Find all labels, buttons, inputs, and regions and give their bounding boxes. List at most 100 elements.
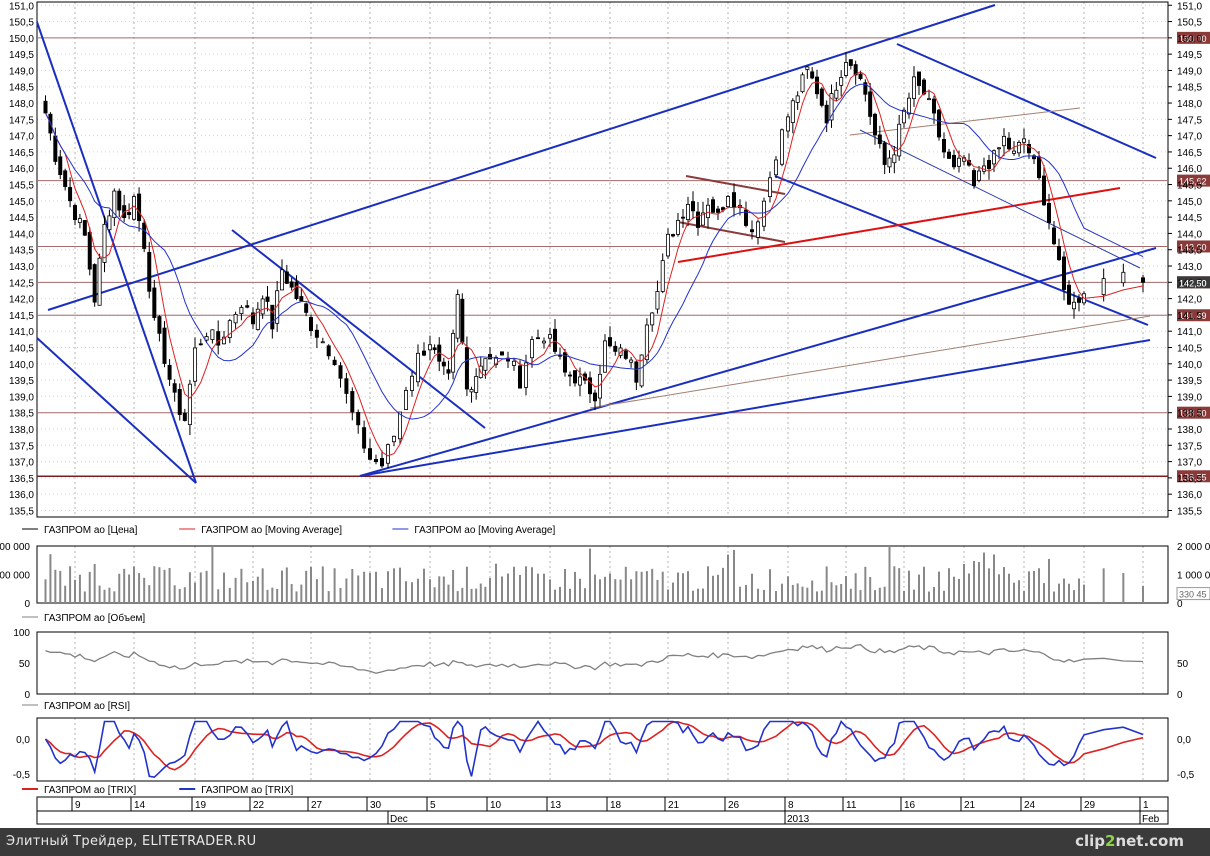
candle-body [221, 336, 226, 345]
volume-bar [635, 571, 638, 603]
candle-body [800, 74, 805, 93]
y-tick-label: 140,0 [1177, 360, 1202, 371]
volume-last-label: 330 45 [1179, 590, 1207, 600]
candle-body [356, 411, 361, 426]
candle-body [483, 358, 488, 371]
volume-bar [405, 581, 407, 603]
x-tick-label: 8 [788, 800, 794, 811]
volume-bar [369, 572, 371, 603]
grid-layer [37, 2, 1168, 781]
y-tick-label-left: 138,5 [9, 409, 34, 420]
volume-bar [579, 578, 581, 603]
candle-body [676, 220, 681, 235]
candle-body [177, 389, 182, 415]
volume-bar [569, 588, 571, 603]
moving-average-slow [45, 83, 1144, 420]
candle-body [1067, 284, 1072, 305]
volume-bar [973, 560, 975, 603]
candle-body [681, 216, 686, 219]
candle-body [524, 362, 529, 388]
candle-body [320, 341, 325, 344]
legend-label: ГАЗПРОМ ао [RSI] [44, 701, 130, 712]
candle-body [474, 376, 479, 393]
logo-part: net.com [1115, 832, 1184, 850]
trend-line [36, 21, 197, 484]
candle-body [77, 218, 82, 223]
x-tick-label: 30 [370, 800, 382, 811]
candle-body [853, 64, 858, 76]
trix-line [44, 719, 1144, 779]
volume-bar [217, 589, 220, 603]
volume-bar [733, 549, 735, 603]
volume-bar [351, 569, 354, 603]
y-tick-label-left: 142,0 [9, 295, 34, 306]
volume-bar [1003, 567, 1005, 603]
trend-line [896, 43, 1157, 159]
volume-bar [874, 590, 876, 603]
y-tick-label: 140,5 [1177, 344, 1202, 355]
y-tick-label-left: 150,0 [9, 34, 34, 45]
volume-bar [148, 585, 151, 603]
candle-body [873, 113, 878, 136]
candle-body [68, 187, 73, 202]
candle-body [87, 232, 92, 270]
volume-bar [998, 574, 1000, 603]
candle-body [1077, 298, 1082, 303]
volume-bar [461, 587, 464, 603]
trend-line [677, 221, 786, 243]
volume-bar [933, 586, 935, 603]
trix-tick-label: 0,0 [16, 735, 30, 746]
volume-bar [531, 567, 533, 603]
volume-bar [290, 584, 293, 603]
candle-body [167, 364, 172, 380]
candle-body [1052, 227, 1057, 245]
volume-bar [113, 591, 116, 603]
candle-body [182, 412, 187, 421]
candle-body [275, 290, 280, 324]
y-tick-label-left: 142,5 [9, 278, 34, 289]
y-tick-label: 146,0 [1177, 164, 1202, 175]
candle-body [1017, 142, 1022, 154]
candle-body [732, 192, 737, 208]
volume-bar [835, 585, 838, 603]
price-level-label: 138,50 [1179, 409, 1207, 419]
candle-body [815, 76, 820, 95]
price-level-label: 142,50 [1179, 278, 1207, 288]
candle-body [299, 296, 304, 302]
volume-bar [438, 576, 441, 603]
volume-bar [751, 573, 753, 603]
price-level-label: 136,55 [1179, 472, 1207, 482]
volume-bar [883, 586, 886, 603]
volume-bar [864, 566, 867, 603]
volume-bar [475, 588, 478, 603]
candle-body [907, 97, 912, 115]
volume-bar [943, 590, 945, 603]
candle-body [786, 116, 791, 132]
volume-bar [640, 571, 643, 603]
x-tick-label: 26 [728, 800, 740, 811]
y-tick-label: 144,5 [1177, 213, 1202, 224]
candle-body [512, 360, 517, 366]
volume-bar [205, 570, 208, 603]
candle-body [844, 62, 849, 76]
candle-body [332, 359, 337, 366]
candle-body [887, 157, 892, 168]
volume-bar [1102, 568, 1105, 603]
candle-body [573, 370, 578, 384]
y-tick-label: 145,0 [1177, 197, 1202, 208]
volume-bar [854, 573, 857, 603]
candle-body [686, 204, 691, 220]
price-level-label: 145,62 [1179, 177, 1207, 187]
candle-body [992, 150, 997, 165]
volume-bar [98, 585, 101, 603]
candle-body [397, 411, 402, 440]
x-tick-label: 18 [610, 800, 622, 811]
volume-bar [651, 568, 654, 603]
x-tick-label: 29 [1084, 800, 1096, 811]
price-level-tag [1177, 470, 1210, 483]
candle-body [1057, 246, 1062, 261]
candle-body [536, 337, 541, 340]
candle-body [834, 89, 839, 99]
candle-body [1047, 203, 1052, 223]
candle-body [1002, 136, 1007, 147]
